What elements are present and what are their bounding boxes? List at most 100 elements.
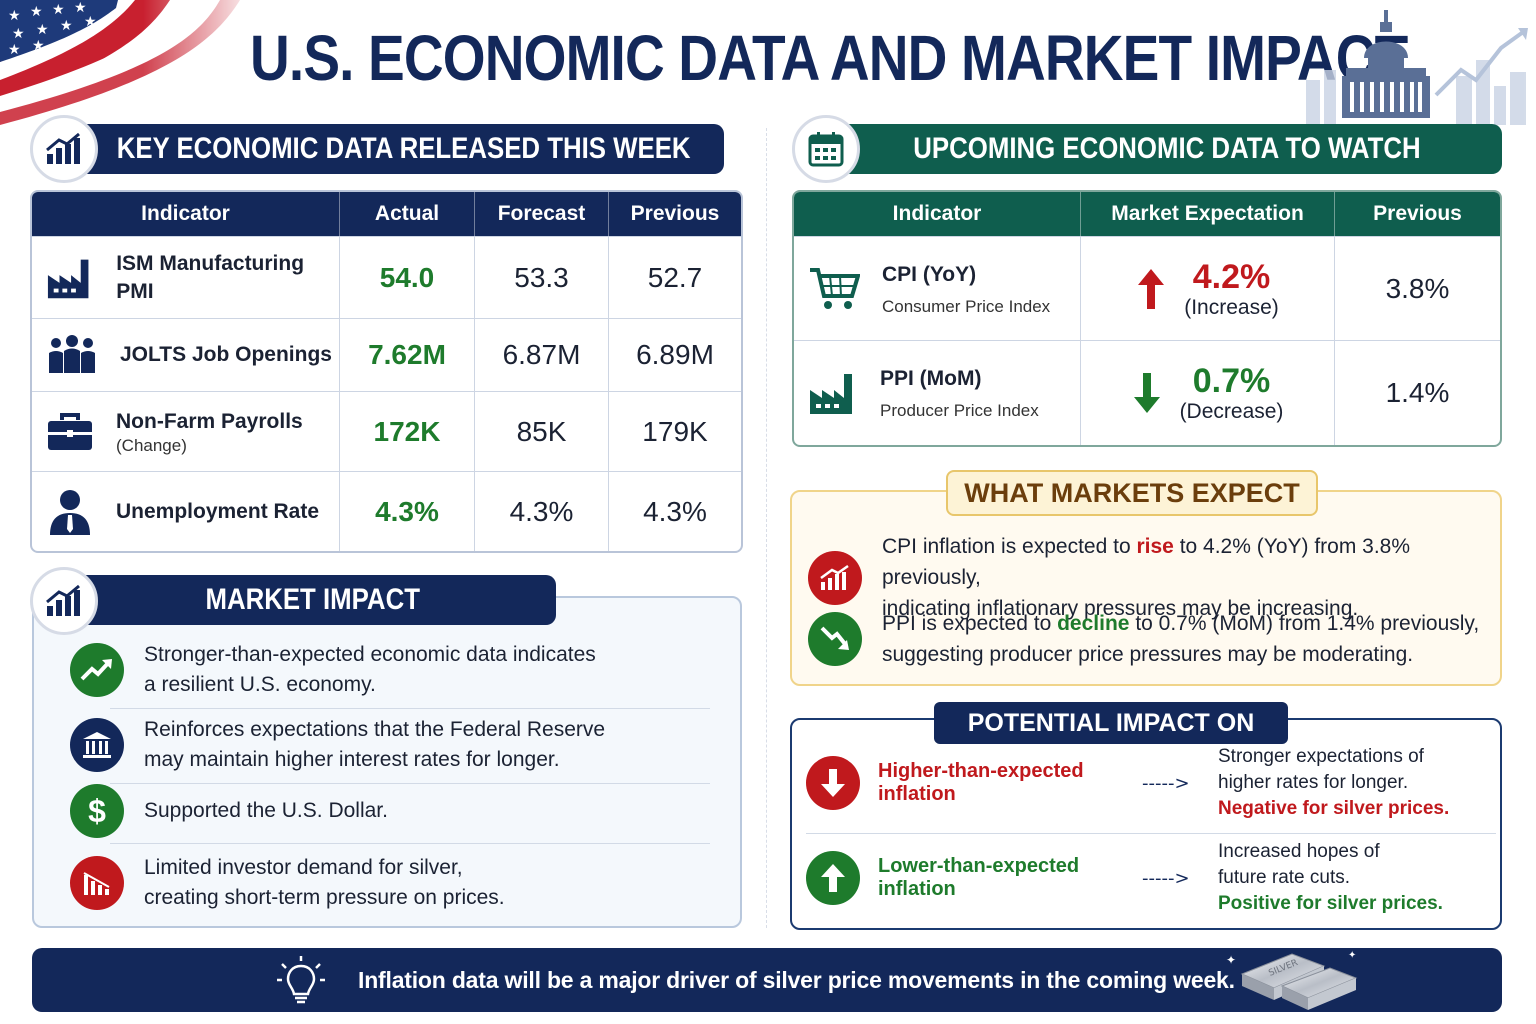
silver-arrow: ----->: [1142, 772, 1190, 794]
silver-bars-icon: SILVER ✦ ✦: [1226, 950, 1358, 1010]
arrow-down-icon: [1133, 373, 1160, 413]
expectation-direction: (Decrease): [1179, 400, 1284, 423]
people-icon: [49, 335, 95, 373]
indicator-cell: ISM Manufacturing PMI: [32, 237, 340, 318]
impact-section-header: MARKET IMPACT: [70, 575, 556, 625]
indicator-cell: CPI (YoY) Consumer Price Index: [794, 237, 1081, 340]
released-header-icon-badge: [30, 115, 98, 183]
table-row: Non-Farm Payrolls (Change) 172K 85K 179K: [32, 391, 741, 471]
silver-scenario-label: Lower-than-expected inflation: [878, 855, 1080, 900]
bar-chart-up-icon: [46, 584, 80, 616]
svg-text:✦: ✦: [1348, 950, 1356, 961]
expect-item: CPI inflation is expected to rise to 4.2…: [808, 531, 1488, 624]
market-impact-panel: [32, 596, 742, 928]
expectation-cell: 0.7% (Decrease): [1081, 341, 1335, 445]
upcoming-section-header: UPCOMING ECONOMIC DATA TO WATCH: [832, 124, 1502, 174]
expect-text-pre: CPI inflation is expected to: [882, 535, 1137, 558]
impact-divider: [110, 843, 710, 844]
arrow-up-icon: [1138, 268, 1165, 309]
released-section-header: KEY ECONOMIC DATA RELEASED THIS WEEK: [70, 124, 724, 174]
actual-value: 7.62M: [340, 319, 475, 391]
expectation-direction: (Increase): [1184, 295, 1279, 319]
previous-value: 3.8%: [1385, 272, 1450, 304]
indicator-cell: PPI (MoM) Producer Price Index: [794, 341, 1081, 445]
col-header-previous: Previous: [1373, 202, 1462, 225]
previous-value: 6.89M: [636, 339, 714, 370]
upcoming-data-table: Indicator Market Expectation Previous CP…: [792, 190, 1502, 447]
trend-down-icon: [808, 612, 862, 666]
impact-text-line1: Stronger-than-expected economic data ind…: [144, 643, 596, 666]
actual-value: 172K: [340, 392, 475, 471]
impact-divider: [110, 783, 710, 784]
us-flag-icon: ★★ ★★ ★★ ★★ ★★: [0, 0, 260, 125]
indicator-label: CPI (YoY): [882, 262, 977, 286]
col-header-indicator: Indicator: [32, 192, 340, 236]
silver-desc-line2: higher rates for longer.: [1218, 772, 1409, 793]
person-icon: [50, 489, 90, 535]
chart-down-icon: [70, 856, 124, 910]
bar-chart-up-icon: [46, 132, 80, 164]
table-row: JOLTS Job Openings 7.62M 6.87M 6.89M: [32, 318, 741, 391]
previous-value: 52.7: [647, 261, 703, 293]
silver-desc-line1: Stronger expectations of: [1218, 746, 1424, 767]
briefcase-icon: [48, 412, 92, 450]
indicator-label: PPI (MoM): [880, 367, 982, 390]
impact-text-line2: creating short-term pressure on prices.: [144, 886, 505, 909]
markets-expect-title: WHAT MARKETS EXPECT: [946, 470, 1318, 516]
col-header-expectation: Market Expectation: [1081, 192, 1335, 236]
expect-text-line2: indicating inflationary pressures may be…: [882, 597, 1359, 620]
upcoming-table-header: Indicator Market Expectation Previous: [794, 192, 1500, 236]
impact-text-line2: a resilient U.S. economy.: [144, 673, 376, 696]
footer-banner: Inflation data will be a major driver of…: [32, 948, 1502, 1012]
impact-text-line1: Reinforces expectations that the Federal…: [144, 718, 606, 741]
impact-divider: [110, 708, 710, 709]
arrow-down-icon: [806, 756, 860, 810]
impact-section-title: MARKET IMPACT: [205, 583, 421, 616]
indicator-sublabel: Consumer Price Index: [882, 296, 1051, 316]
silver-row: Higher-than-expected inflation -----> St…: [806, 738, 1496, 828]
expectation-cell: 4.2% (Increase): [1081, 237, 1335, 340]
previous-value: 4.3%: [643, 495, 707, 527]
cart-icon: [810, 267, 860, 309]
released-section-title: KEY ECONOMIC DATA RELEASED THIS WEEK: [116, 132, 691, 165]
chart-up-icon: [808, 550, 862, 605]
footer-message: Inflation data will be a major driver of…: [358, 967, 1235, 993]
expect-text-line2: suggesting producer price pressures may …: [882, 643, 1414, 666]
arrow-up-icon: [806, 851, 860, 905]
expectation-value: 4.2%: [1192, 257, 1271, 296]
svg-text:✦: ✦: [1226, 953, 1236, 967]
silver-row: Lower-than-expected inflation -----> Inc…: [806, 833, 1496, 923]
silver-arrow: ----->: [1142, 867, 1190, 889]
silver-verdict: Positive for silver prices.: [1218, 893, 1443, 914]
expect-text-post: to 4.2% (YoY) from 3.8% previously,: [882, 535, 1411, 589]
released-table-header: Indicator Actual Forecast Previous: [32, 192, 741, 236]
indicator-cell: Unemployment Rate: [32, 472, 340, 551]
trend-up-icon: [70, 643, 124, 697]
impact-item: Stronger-than-expected economic data ind…: [70, 640, 710, 700]
impact-item: Reinforces expectations that the Federal…: [70, 715, 710, 775]
impact-text-line1: Supported the U.S. Dollar.: [144, 799, 388, 822]
expect-text-pre: PPI is expected to: [882, 612, 1058, 635]
released-data-table: Indicator Actual Forecast Previous ISM M…: [30, 190, 743, 553]
expect-item: PPI is expected to decline to 0.7% (MoM)…: [808, 608, 1488, 670]
lightbulb-icon: [277, 956, 325, 1004]
previous-value: 179K: [642, 415, 708, 447]
impact-text-line2: may maintain higher interest rates for l…: [144, 748, 560, 771]
factory-icon: [47, 259, 89, 298]
impact-item: $ Supported the U.S. Dollar.: [70, 784, 710, 838]
bank-icon: [70, 718, 124, 772]
upcoming-section-title: UPCOMING ECONOMIC DATA TO WATCH: [913, 132, 1421, 165]
table-row: ISM Manufacturing PMI 54.0 53.3 52.7: [32, 236, 741, 318]
column-divider: [766, 128, 767, 928]
table-row: Unemployment Rate 4.3% 4.3% 4.3%: [32, 471, 741, 551]
indicator-cell: JOLTS Job Openings: [32, 319, 340, 391]
table-row: CPI (YoY) Consumer Price Index 4.2% (Inc…: [794, 236, 1500, 340]
upcoming-header-icon-badge: [792, 115, 860, 183]
factory-icon: [810, 374, 852, 414]
previous-value: 1.4%: [1385, 377, 1450, 408]
page-title: U.S. ECONOMIC DATA AND MARKET IMPACT: [250, 22, 1408, 94]
col-header-actual: Actual: [340, 192, 475, 236]
col-header-previous: Previous: [630, 202, 720, 225]
forecast-value: 6.87M: [475, 319, 609, 391]
indicator-label: Non-Farm Payrolls: [116, 409, 303, 433]
